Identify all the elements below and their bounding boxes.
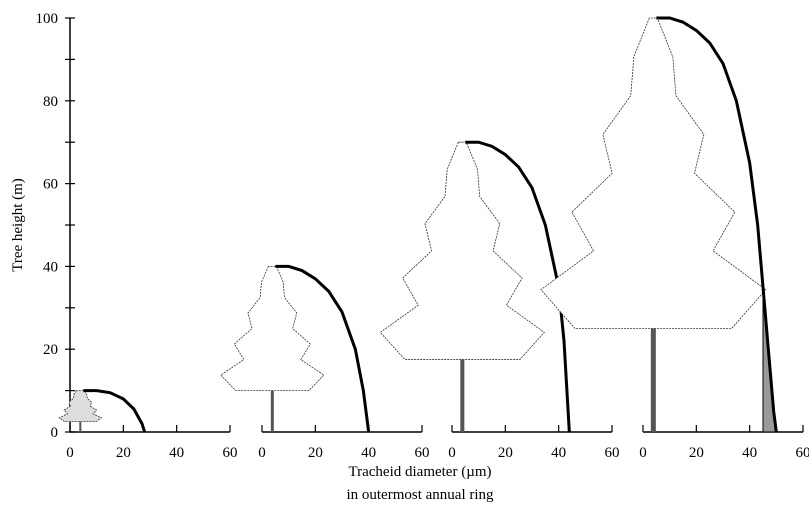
y-axis-label: Tree height (m): [10, 178, 26, 272]
tree-crown: [541, 18, 766, 329]
x-tick-label: 0: [639, 445, 647, 461]
x-tick-label: 0: [258, 445, 266, 461]
x-tick-label: 40: [169, 445, 184, 461]
x-tick-label: 60: [223, 445, 238, 461]
x-tick-label: 60: [796, 445, 809, 461]
y-tick-label: 0: [51, 425, 59, 441]
tree-crown: [59, 391, 101, 422]
x-tick-label: 40: [361, 445, 376, 461]
x-tick-label: 20: [498, 445, 513, 461]
x-tick-label: 0: [448, 445, 456, 461]
x-tick-label: 0: [66, 445, 74, 461]
y-tick-label: 100: [36, 11, 59, 27]
x-tick-label: 60: [415, 445, 430, 461]
y-tick-label: 40: [43, 259, 58, 275]
x-tick-label: 20: [308, 445, 323, 461]
y-tick-label: 80: [43, 94, 58, 110]
y-tick-label: 20: [43, 342, 58, 358]
tree-crown: [221, 266, 324, 390]
x-tick-label: 40: [742, 445, 757, 461]
x-tick-label: 40: [551, 445, 566, 461]
x-tick-label: 20: [689, 445, 704, 461]
y-tick-label: 60: [43, 177, 58, 193]
x-axis-label: in outermost annual ring: [346, 487, 494, 503]
x-axis-label: Tracheid diameter (µm): [348, 464, 491, 480]
tree-crown: [380, 142, 544, 359]
x-tick-label: 20: [116, 445, 131, 461]
x-tick-label: 60: [605, 445, 620, 461]
